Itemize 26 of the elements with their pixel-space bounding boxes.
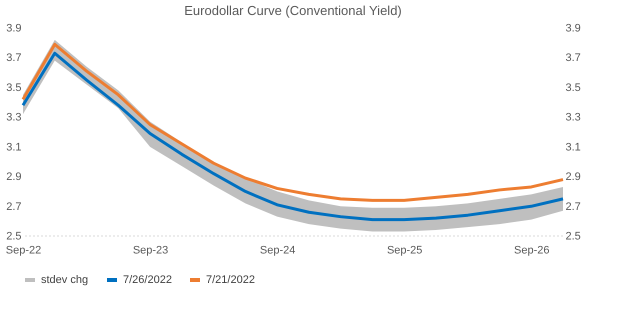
- y-tick-label: 3.7: [6, 52, 22, 64]
- y2-tick-label: 3.7: [566, 52, 581, 64]
- chart-title: Eurodollar Curve (Conventional Yield): [184, 3, 402, 18]
- y2-tick-label: 2.5: [566, 230, 581, 242]
- line-series: [22, 42, 564, 202]
- y2-tick-label: 3.5: [566, 82, 581, 94]
- x-tick-label: Sep-22: [6, 244, 42, 256]
- y-tick-label: 2.5: [6, 230, 22, 242]
- x-tick-label: Sep-23: [132, 244, 168, 256]
- y2-tick-label: 2.9: [566, 171, 581, 184]
- legend-label: 7/26/2022: [123, 274, 172, 286]
- y-tick-label: 3.3: [6, 112, 22, 124]
- x-tick-label: Sep-25: [386, 244, 422, 256]
- x-tick-label: Sep-26: [514, 244, 550, 256]
- y-tick-label: 3.9: [6, 22, 22, 34]
- y2-tick-label: 3.1: [566, 141, 581, 154]
- x-tick-label: Sep-24: [260, 244, 296, 256]
- legend-label: stdev chg: [41, 274, 88, 286]
- y2-tick-label: 3.3: [566, 112, 581, 124]
- y-tick-label: 3.1: [6, 141, 22, 154]
- y2-tick-label: 3.9: [566, 22, 581, 34]
- y-tick-label: 3.5: [6, 82, 22, 94]
- legend-label: 7/21/2022: [206, 274, 255, 286]
- y2-tick-label: 2.7: [566, 200, 581, 213]
- y-tick-label: 2.7: [6, 200, 22, 213]
- y-tick-label: 2.9: [6, 171, 22, 184]
